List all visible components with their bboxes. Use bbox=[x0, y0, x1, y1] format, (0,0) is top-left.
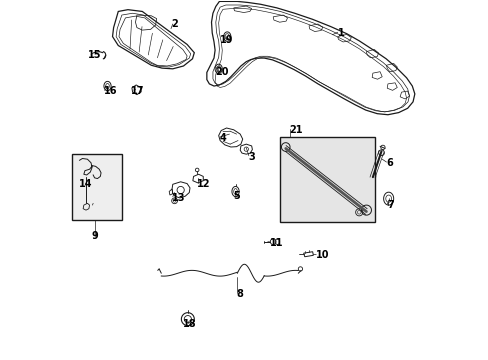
Text: 13: 13 bbox=[171, 193, 185, 203]
Text: 1: 1 bbox=[337, 28, 344, 38]
Text: 9: 9 bbox=[91, 231, 98, 240]
Text: 8: 8 bbox=[236, 289, 243, 299]
Text: 7: 7 bbox=[386, 200, 393, 210]
Text: 18: 18 bbox=[182, 319, 196, 329]
Text: 10: 10 bbox=[316, 250, 329, 260]
Text: 21: 21 bbox=[289, 125, 303, 135]
Text: 2: 2 bbox=[171, 19, 177, 29]
Text: 3: 3 bbox=[248, 152, 255, 162]
Text: 17: 17 bbox=[131, 86, 144, 96]
Text: 5: 5 bbox=[233, 191, 240, 201]
Text: 20: 20 bbox=[215, 67, 228, 77]
Text: 16: 16 bbox=[104, 86, 117, 96]
Text: 12: 12 bbox=[197, 179, 210, 189]
FancyBboxPatch shape bbox=[279, 137, 374, 222]
Text: 4: 4 bbox=[219, 133, 225, 143]
Text: 6: 6 bbox=[386, 158, 392, 168]
Text: 15: 15 bbox=[88, 50, 101, 60]
Text: 14: 14 bbox=[79, 179, 93, 189]
Text: 11: 11 bbox=[269, 238, 283, 248]
FancyBboxPatch shape bbox=[72, 154, 122, 220]
Text: 19: 19 bbox=[220, 35, 233, 45]
